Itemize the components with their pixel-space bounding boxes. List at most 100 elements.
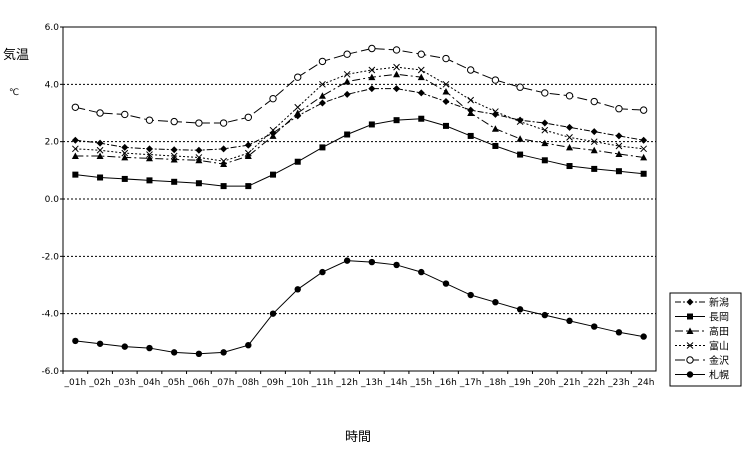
x-tick-label: _21h <box>558 378 581 388</box>
data-point <box>541 126 549 134</box>
x-tick-label: _16h <box>434 378 457 388</box>
data-point <box>220 157 227 165</box>
data-point <box>220 145 228 153</box>
data-point <box>590 128 598 136</box>
data-point <box>491 125 499 132</box>
x-tick-label: _17h <box>459 378 482 388</box>
data-point <box>615 105 623 113</box>
data-point <box>146 151 153 158</box>
x-tick-label: _18h <box>484 378 507 388</box>
data-point <box>417 73 425 81</box>
data-point <box>121 175 128 182</box>
y-tick-label: 6.0 <box>45 23 60 33</box>
data-point <box>368 66 376 74</box>
data-point <box>318 57 327 66</box>
data-point <box>72 171 79 178</box>
data-point <box>244 141 252 149</box>
data-point <box>615 142 623 150</box>
x-tick-label: _11h <box>311 378 334 388</box>
x-tick-label: _10h <box>286 378 309 388</box>
data-point <box>170 117 178 126</box>
legend-label-0: 新潟 <box>709 296 729 309</box>
series-line-1 <box>75 118 644 187</box>
data-point <box>195 119 203 127</box>
legend-marker-3 <box>686 342 694 349</box>
data-point <box>344 131 351 138</box>
data-point <box>220 160 228 168</box>
data-point <box>343 257 351 264</box>
series-2 <box>71 70 648 168</box>
data-point <box>145 154 153 162</box>
legend-box <box>669 292 742 387</box>
data-point <box>392 46 401 54</box>
x-tick-label: _05h <box>162 378 185 388</box>
x-tick-label: _02h <box>88 378 111 388</box>
data-point <box>393 70 401 78</box>
x-tick-label: _13h <box>360 378 383 388</box>
data-point <box>640 145 647 153</box>
data-point <box>244 113 253 122</box>
data-point <box>615 329 623 336</box>
data-point <box>294 158 301 165</box>
data-point <box>220 183 227 190</box>
data-point <box>195 146 203 154</box>
data-point <box>639 106 648 114</box>
series-line-2 <box>75 73 644 165</box>
data-point <box>195 180 202 187</box>
data-point <box>269 132 277 139</box>
data-point <box>96 146 104 154</box>
data-point <box>393 85 401 93</box>
data-point <box>244 152 252 159</box>
x-tick-label: _22h <box>582 378 605 388</box>
y-tick-label: 0.0 <box>45 195 60 205</box>
legend-marker-1 <box>687 313 693 320</box>
x-tick-label: _03h <box>113 378 136 388</box>
y-tick-label: 4.0 <box>45 80 60 90</box>
legend-label-3: 富山 <box>709 340 729 353</box>
series-4 <box>71 44 648 127</box>
data-point <box>517 151 524 158</box>
series-0 <box>71 85 648 154</box>
data-point <box>319 268 326 276</box>
data-point <box>368 44 376 53</box>
legend-marker-2 <box>686 327 694 334</box>
y-tick-label: -4.0 <box>41 310 59 320</box>
data-point <box>294 109 302 116</box>
data-point <box>121 343 128 350</box>
data-point <box>294 103 302 111</box>
data-point <box>343 70 351 78</box>
series-1 <box>72 115 647 190</box>
data-point <box>121 143 129 151</box>
data-point <box>442 80 450 88</box>
data-point <box>591 165 598 172</box>
data-point <box>591 323 598 330</box>
x-tick-label: _12h <box>335 378 358 388</box>
data-point <box>640 153 648 161</box>
legend-marker-0 <box>686 298 694 306</box>
data-point <box>442 122 449 129</box>
data-point <box>417 66 425 74</box>
data-point <box>195 154 203 161</box>
data-point <box>343 90 351 98</box>
data-point <box>466 66 475 74</box>
data-point <box>269 94 277 103</box>
data-point <box>467 96 475 104</box>
data-point <box>121 149 129 157</box>
data-point <box>368 258 376 266</box>
x-tick-label: _01h <box>64 378 87 388</box>
data-point <box>96 109 104 117</box>
data-point <box>566 143 574 151</box>
data-point <box>565 92 574 100</box>
data-point <box>541 157 548 164</box>
data-point <box>71 103 80 111</box>
data-point <box>590 97 598 106</box>
data-point <box>516 135 524 142</box>
series-group <box>71 44 648 357</box>
data-point <box>640 170 647 177</box>
data-point <box>245 342 252 349</box>
data-point <box>442 280 450 287</box>
data-point <box>417 89 425 97</box>
data-point <box>491 76 500 84</box>
